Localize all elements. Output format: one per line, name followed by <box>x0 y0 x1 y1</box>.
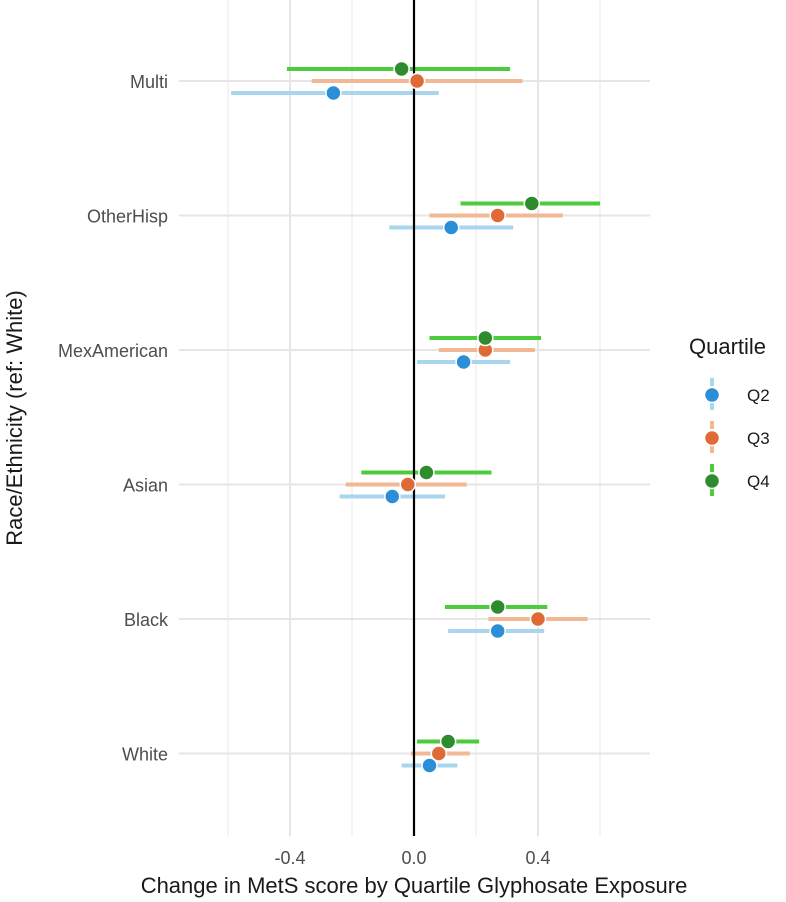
legend-key-q3: Q3 <box>703 421 770 455</box>
y-tick-label: MexAmerican <box>58 341 168 361</box>
legend-label-q2: Q2 <box>747 386 770 405</box>
legend-dot-q2 <box>703 386 721 404</box>
y-axis-title: Race/Ethnicity (ref: White) <box>2 290 27 546</box>
y-tick-label: Asian <box>123 476 168 496</box>
point-q3 <box>399 476 417 493</box>
point-q2 <box>325 84 342 102</box>
data-marks <box>231 67 600 768</box>
point-q2 <box>489 622 506 640</box>
point-q2 <box>421 757 438 774</box>
point-q3 <box>529 610 547 628</box>
y-tick-label: Black <box>124 610 169 630</box>
x-axis-tick-labels: -0.4 0.0 0.4 <box>274 848 550 868</box>
x-tick-label: 0.4 <box>525 848 550 868</box>
y-axis-tick-labels: Multi OtherHisp MexAmerican Asian Black White <box>58 72 169 765</box>
legend-dot-q4 <box>703 472 721 490</box>
legend-keys: Q2 Q3 Q4 <box>703 378 770 498</box>
point-estimates <box>325 60 547 774</box>
legend: Quartile Q2 Q3 Q4 <box>689 334 770 498</box>
y-tick-label: Multi <box>130 72 168 92</box>
legend-key-q4: Q4 <box>703 464 770 498</box>
point-q4 <box>393 60 410 78</box>
y-tick-label: OtherHisp <box>87 207 168 227</box>
point-q3 <box>430 745 448 762</box>
point-q2 <box>455 353 472 371</box>
point-q4 <box>439 733 457 750</box>
legend-label-q3: Q3 <box>747 429 770 448</box>
x-tick-label: -0.4 <box>274 848 305 868</box>
point-q2 <box>442 219 460 236</box>
point-q4 <box>489 598 506 616</box>
legend-dot-q3 <box>703 429 721 447</box>
legend-key-q2: Q2 <box>703 378 770 412</box>
point-q3 <box>408 72 426 90</box>
point-q2 <box>384 488 401 505</box>
point-q4 <box>418 464 435 481</box>
legend-label-q4: Q4 <box>747 472 770 491</box>
point-q4 <box>523 195 541 212</box>
point-q3 <box>489 207 506 224</box>
legend-title: Quartile <box>689 334 766 359</box>
x-tick-label: 0.0 <box>401 848 426 868</box>
y-tick-label: White <box>122 745 168 765</box>
point-q4 <box>477 329 494 347</box>
x-axis-title: Change in MetS score by Quartile Glyphos… <box>141 873 688 898</box>
